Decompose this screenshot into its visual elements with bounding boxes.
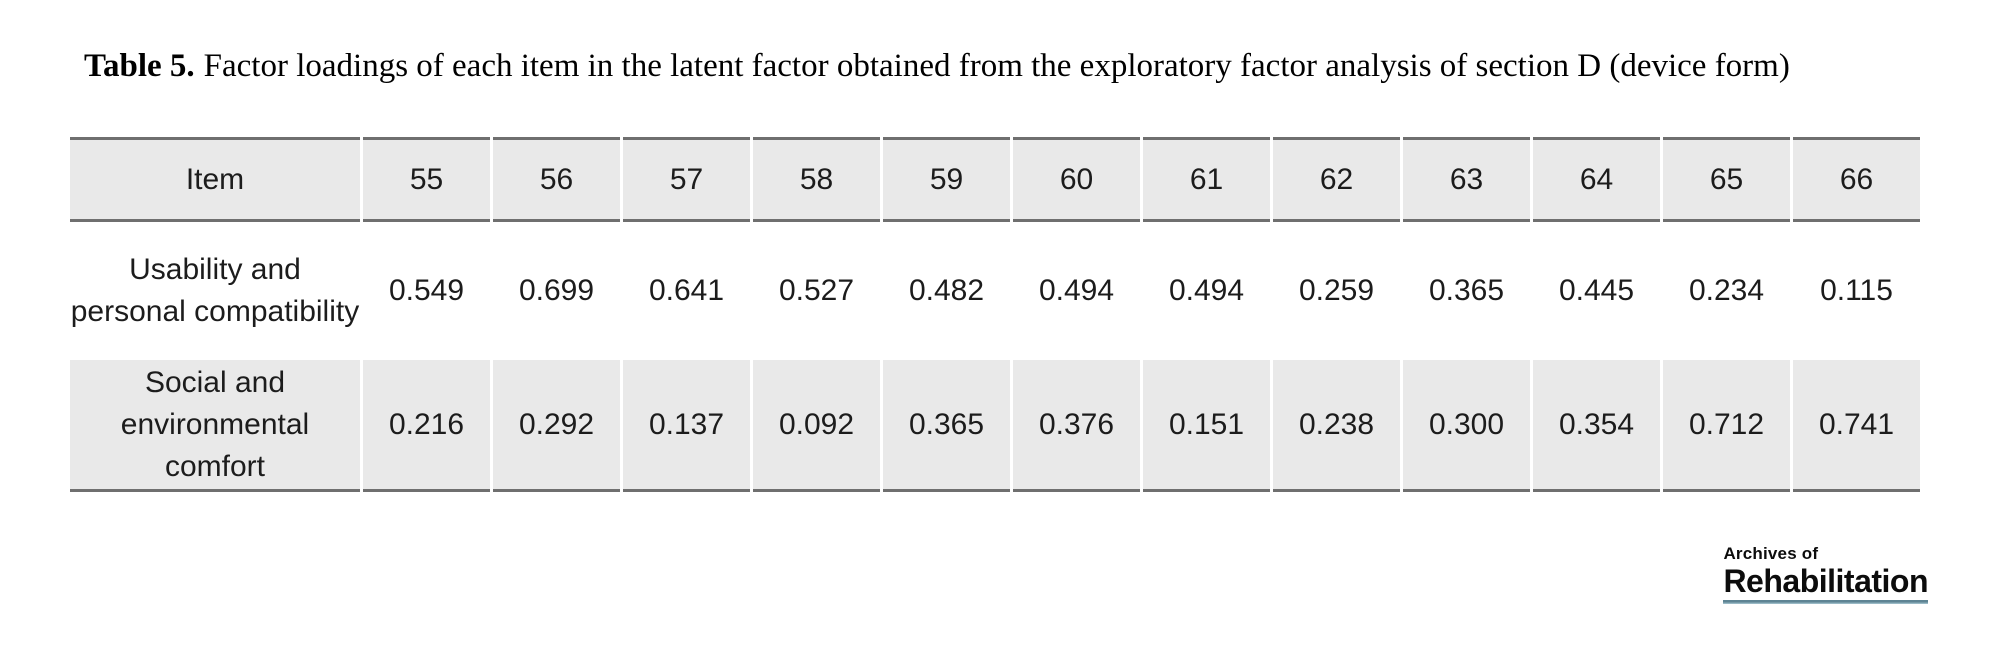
factor-loading-cell: 0.365: [1403, 222, 1530, 360]
factor-loading-cell: 0.234: [1663, 222, 1790, 360]
table-body: Usability and personal compatibility 0.54…: [70, 222, 1920, 492]
column-header-63: 63: [1403, 137, 1530, 222]
factor-loading-cell: 0.527: [753, 222, 880, 360]
factor-loading-cell: 0.482: [883, 222, 1010, 360]
factor-loading-cell: 0.300: [1403, 360, 1530, 492]
factor-loading-cell: 0.137: [623, 360, 750, 492]
column-header-64: 64: [1533, 137, 1660, 222]
factor-loading-cell: 0.151: [1143, 360, 1270, 492]
factor-loading-cell: 0.365: [883, 360, 1010, 492]
table-caption-text: Factor loadings of each item in the late…: [203, 48, 1790, 84]
factor-loading-cell: 0.376: [1013, 360, 1140, 492]
journal-logo: Archives of Rehabilitation: [1723, 544, 1928, 604]
factor-loading-cell: 0.238: [1273, 360, 1400, 492]
column-header-56: 56: [493, 137, 620, 222]
table-header-row: Item 55 56 57 58 59 60 61 62 63 64 65 66: [70, 137, 1920, 222]
table-caption-label: Table 5.: [84, 48, 195, 84]
factor-loadings-table: Item 55 56 57 58 59 60 61 62 63 64 65 66 Usability a…: [67, 137, 1923, 492]
factor-loading-cell: 0.549: [363, 222, 490, 360]
column-header-58: 58: [753, 137, 880, 222]
factor-loading-cell: 0.292: [493, 360, 620, 492]
factor-loading-cell: 0.115: [1793, 222, 1920, 360]
column-header-61: 61: [1143, 137, 1270, 222]
column-header-66: 66: [1793, 137, 1920, 222]
row-label: Usability and personal compatibility: [70, 222, 360, 360]
table-caption: Table 5. Factor loadings of each item in …: [84, 48, 1964, 85]
factor-loading-cell: 0.494: [1143, 222, 1270, 360]
factor-loading-cell: 0.741: [1793, 360, 1920, 492]
factor-loading-cell: 0.641: [623, 222, 750, 360]
journal-logo-underline: [1723, 600, 1928, 604]
factor-loading-cell: 0.216: [363, 360, 490, 492]
column-header-59: 59: [883, 137, 1010, 222]
column-header-57: 57: [623, 137, 750, 222]
factor-loading-cell: 0.354: [1533, 360, 1660, 492]
row-label: Social and environmental comfort: [70, 360, 360, 492]
column-header-60: 60: [1013, 137, 1140, 222]
column-header-55: 55: [363, 137, 490, 222]
table-row: Usability and personal compatibility 0.54…: [70, 222, 1920, 360]
table-row: Social and environmental comfort 0.216 0.2…: [70, 360, 1920, 492]
factor-loading-cell: 0.445: [1533, 222, 1660, 360]
column-header-65: 65: [1663, 137, 1790, 222]
factor-loading-cell: 0.494: [1013, 222, 1140, 360]
journal-logo-archives-of-text: Archives of: [1723, 544, 1819, 563]
factor-loading-cell: 0.712: [1663, 360, 1790, 492]
factor-loading-cell: 0.092: [753, 360, 880, 492]
column-header-item: Item: [70, 137, 360, 222]
factor-loading-cell: 0.259: [1273, 222, 1400, 360]
journal-logo-rehabilitation-text: Rehabilitation: [1723, 563, 1928, 599]
column-header-62: 62: [1273, 137, 1400, 222]
factor-loading-cell: 0.699: [493, 222, 620, 360]
